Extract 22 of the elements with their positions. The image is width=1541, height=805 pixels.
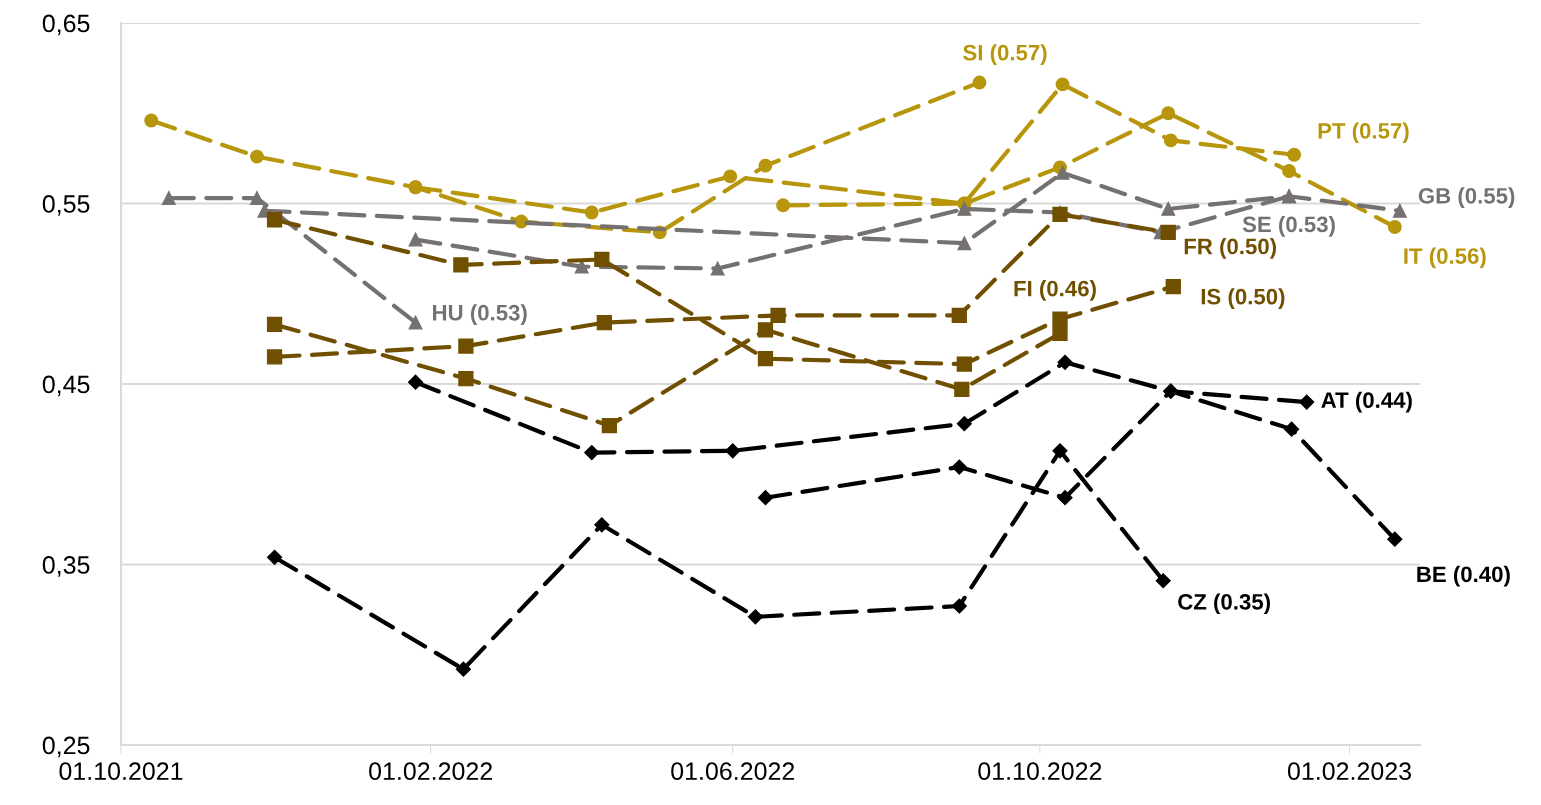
series-label: BE (0.40) <box>1417 565 1510 587</box>
y-tick-label: 0,55 <box>42 195 90 216</box>
x-tick-label: 01.06.2022 <box>671 762 795 781</box>
series-label: CZ (0.35) <box>1178 593 1270 615</box>
x-tick-label: 01.10.2021 <box>59 762 183 781</box>
series-label: FI (0.46) <box>1014 280 1096 301</box>
x-tick-label: 01.02.2023 <box>1287 762 1411 781</box>
series-label: IS (0.50) <box>1201 288 1285 309</box>
series-label: FR (0.50) <box>1184 238 1276 259</box>
y-tick-label: 0,45 <box>42 375 90 397</box>
x-tick-label: 01.10.2022 <box>978 762 1102 781</box>
series-label: IT (0.56) <box>1404 247 1486 269</box>
series-label: GB (0.55) <box>1418 187 1515 209</box>
series-label: SI (0.57) <box>963 44 1047 65</box>
series-label: HU (0.53) <box>433 304 527 325</box>
x-tick-label: 01.02.2022 <box>369 762 492 781</box>
series-label: SE (0.53) <box>1242 215 1335 237</box>
y-tick-label: 0,65 <box>42 14 90 36</box>
series-label: PT (0.57) <box>1318 122 1409 144</box>
y-tick-label: 0,25 <box>42 736 90 758</box>
series-label: AT (0.44) <box>1321 391 1412 413</box>
y-tick-label: 0,35 <box>42 556 90 577</box>
